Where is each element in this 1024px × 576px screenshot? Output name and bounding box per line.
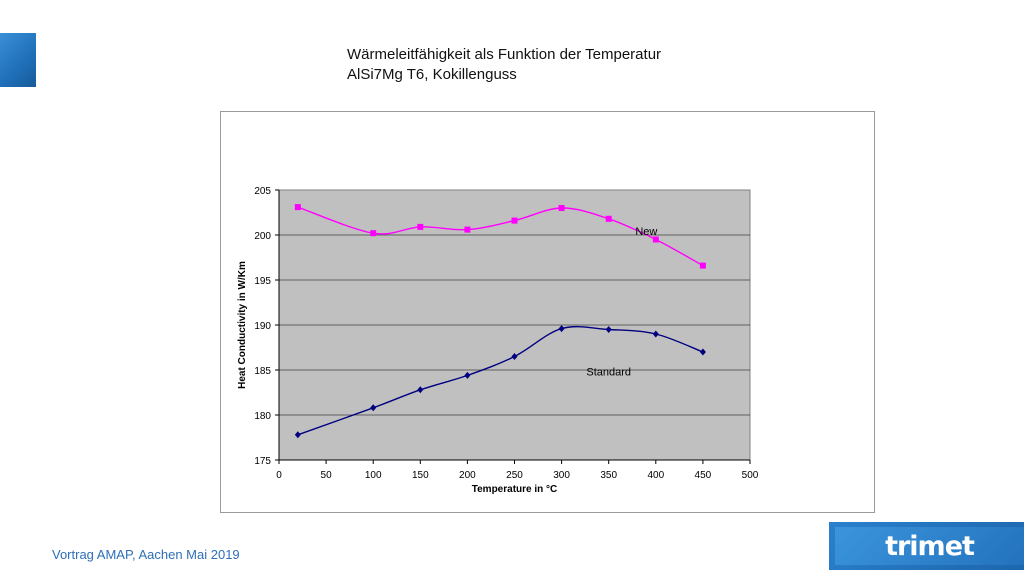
data-point-standard [294, 431, 301, 439]
y-tick-label: 185 [254, 366, 271, 377]
x-tick-label: 150 [412, 470, 429, 481]
x-tick-label: 0 [276, 470, 282, 481]
data-point-new [511, 217, 518, 224]
x-tick-label: 400 [647, 470, 664, 481]
data-point-standard [699, 348, 706, 356]
data-point-new [464, 226, 471, 233]
accent-square [0, 33, 36, 87]
x-tick-label: 500 [742, 470, 759, 481]
data-point-new [558, 205, 565, 211]
x-tick-label: 100 [365, 470, 382, 481]
data-point-new [699, 262, 706, 269]
data-point-standard [605, 326, 612, 333]
chart-frame: 175 180 185 190 195 200 205 0 50 100 150 200 250 300 3… [220, 111, 875, 513]
series-label-new: New [635, 226, 657, 238]
y-tick-label: 200 [254, 231, 271, 242]
y-tick-label: 195 [254, 276, 271, 287]
slide-title: Wärmeleitfähigkeit als Funktion der Temp… [347, 45, 661, 85]
data-point-standard [558, 325, 565, 333]
y-axis-label: Heat Conductivity in W/Km [237, 261, 248, 389]
y-tick-label: 180 [254, 411, 271, 422]
series-label-standard: Standard [586, 366, 631, 378]
x-tick-label: 200 [459, 470, 476, 481]
data-point-standard [464, 371, 471, 379]
x-tick-label: 350 [600, 470, 617, 481]
data-point-new [605, 215, 612, 222]
x-tick-label: 50 [321, 470, 333, 481]
x-tick-label: 300 [553, 470, 570, 481]
title-line-2: AlSi7Mg T6, Kokillenguss [347, 66, 517, 83]
y-tick-label: 175 [254, 456, 271, 467]
data-point-new [294, 204, 301, 211]
data-point-standard [511, 353, 518, 360]
x-tick-label: 450 [695, 470, 712, 481]
title-line-1: Wärmeleitfähigkeit als Funktion der Temp… [347, 46, 662, 63]
data-point-new [417, 223, 424, 230]
data-point-new [370, 230, 377, 237]
trimet-logo: trimet [829, 522, 1024, 570]
data-point-standard [652, 330, 659, 338]
logo-text: trimet [885, 530, 975, 562]
x-tick-label: 250 [506, 470, 523, 481]
data-point-new [652, 236, 659, 243]
data-point-standard [370, 404, 377, 412]
footer-text: Vortrag AMAP, Aachen Mai 2019 [52, 547, 240, 562]
y-tick-label: 205 [254, 186, 271, 197]
data-point-standard [417, 386, 424, 394]
y-tick-label: 190 [254, 321, 271, 332]
x-axis-label: Temperature in °C [472, 484, 558, 495]
line-chart: 175 180 185 190 195 200 205 0 50 100 150 200 250 300 3… [237, 186, 759, 495]
